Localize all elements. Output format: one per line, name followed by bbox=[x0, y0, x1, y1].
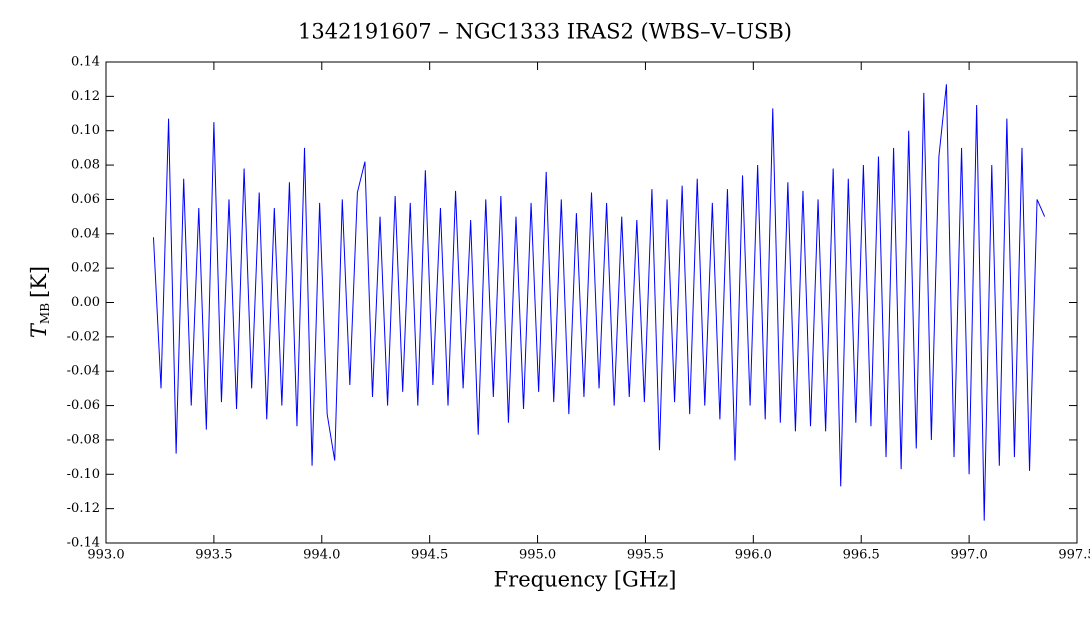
x-tick-label: 996.5 bbox=[843, 548, 880, 563]
y-tick-label: 0.04 bbox=[71, 226, 100, 241]
y-tick-label: -0.02 bbox=[67, 329, 100, 344]
y-tick-label: -0.04 bbox=[67, 364, 100, 379]
x-tick-label: 997.0 bbox=[951, 548, 988, 563]
x-tick-label: 995.0 bbox=[519, 548, 556, 563]
y-tick-label: -0.06 bbox=[67, 398, 100, 413]
x-tick-label: 995.5 bbox=[627, 548, 664, 563]
x-tick-label: 996.0 bbox=[735, 548, 772, 563]
y-tick-label: 0.06 bbox=[71, 192, 100, 207]
y-tick-label: 0.10 bbox=[71, 123, 100, 138]
chart-title: 1342191607 – NGC1333 IRAS2 (WBS–V–USB) bbox=[298, 20, 792, 44]
y-label-unit: [K] bbox=[27, 266, 51, 298]
x-tick-label: 993.0 bbox=[87, 548, 124, 563]
x-tick-label: 993.5 bbox=[195, 548, 232, 563]
y-tick-label: 0.02 bbox=[71, 261, 100, 276]
y-tick-label: -0.14 bbox=[67, 536, 100, 551]
y-axis-label: TMB [K] bbox=[27, 266, 52, 338]
x-tick-label: 994.5 bbox=[411, 548, 448, 563]
spectrum-line bbox=[152, 84, 1046, 521]
y-label-subscript: MB bbox=[38, 303, 52, 324]
plot-frame bbox=[105, 61, 1078, 544]
x-tick-label: 997.5 bbox=[1058, 548, 1090, 563]
y-tick-label: 0.12 bbox=[71, 89, 100, 104]
y-tick-label: 0.08 bbox=[71, 158, 100, 173]
y-tick-label: -0.08 bbox=[67, 432, 100, 447]
y-label-symbol: T bbox=[27, 322, 51, 338]
x-axis-label: Frequency [GHz] bbox=[494, 568, 677, 592]
y-tick-label: -0.12 bbox=[67, 501, 100, 516]
x-tick-label: 994.0 bbox=[303, 548, 340, 563]
y-tick-label: 0.00 bbox=[71, 295, 100, 310]
y-tick-label: -0.10 bbox=[67, 467, 100, 482]
y-tick-label: 0.14 bbox=[71, 55, 100, 70]
